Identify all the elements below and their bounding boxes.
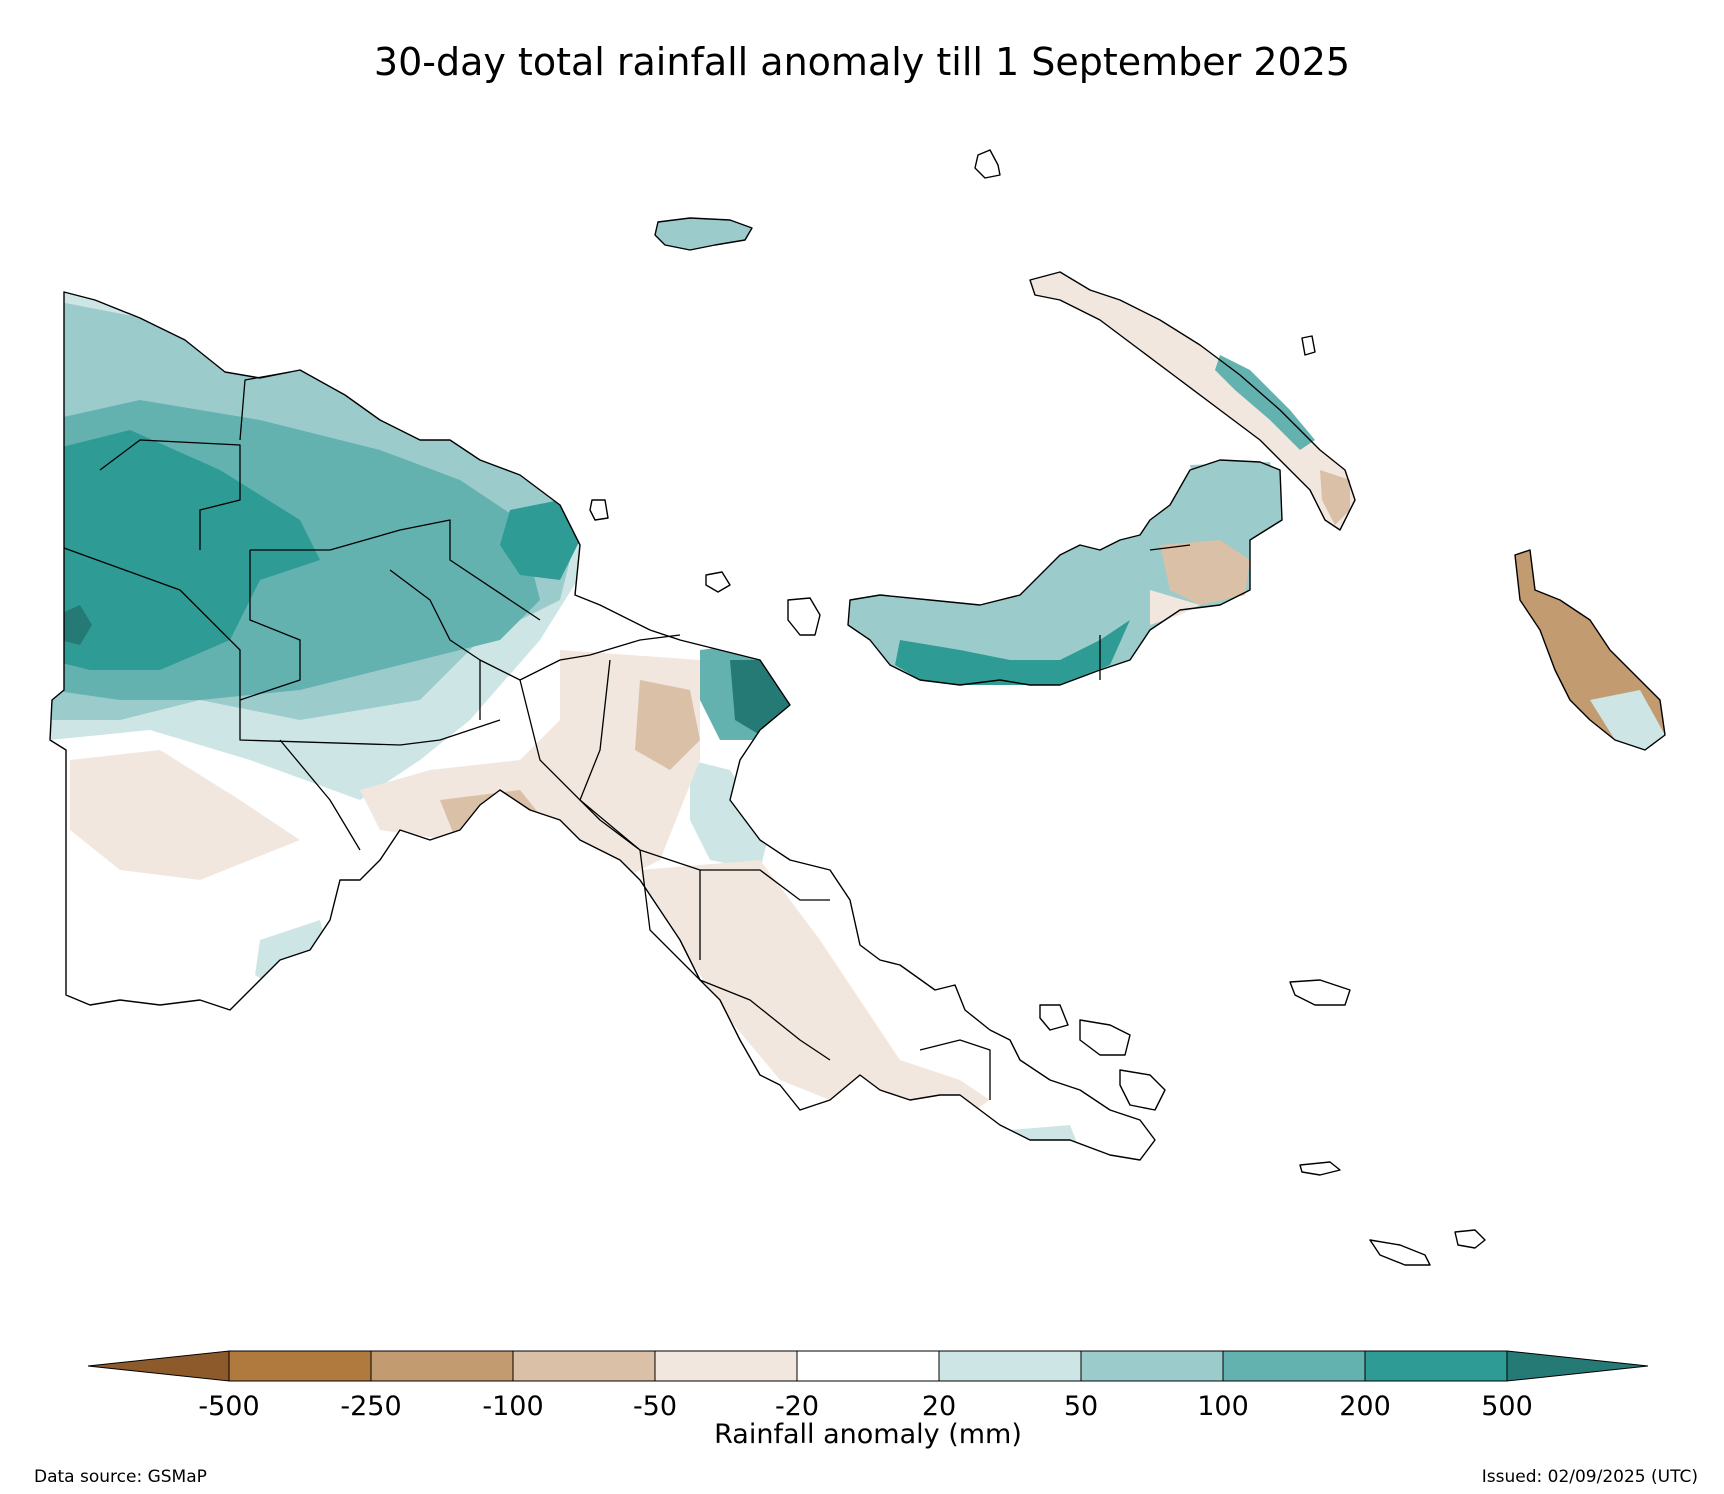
colorbar-high-extension (1506, 1350, 1649, 1382)
anomaly-zone-peninsula-dry (640, 860, 990, 1120)
colorbar-axis-label: Rainfall anomaly (mm) (714, 1419, 1022, 1450)
colorbar: -500 -250 -100 -50 -20 20 50 100 200 500… (87, 1350, 1649, 1450)
colorbar-low-extension (87, 1350, 230, 1382)
mainland-png (49, 291, 1156, 1161)
bougainville-south-light (1590, 690, 1665, 750)
small-islands (589, 149, 1486, 1266)
colorbar-bin (371, 1351, 513, 1381)
manus-coastline (654, 217, 753, 251)
colorbar-bin (1365, 1351, 1507, 1381)
tagula-island (1369, 1239, 1431, 1266)
colorbar-bin (229, 1351, 371, 1381)
colorbar-tick-label: 500 (1481, 1391, 1533, 1422)
new-britain-east-light (1150, 590, 1200, 625)
normanby-island (1119, 1069, 1166, 1111)
island-bougainville (1514, 549, 1666, 751)
mussau-island (974, 149, 1001, 179)
colorbar-tick-label: -20 (775, 1391, 819, 1422)
anomaly-zone-milnebay-wet (1010, 1125, 1080, 1160)
island-manus (654, 217, 753, 251)
map-title: 30-day total rainfall anomaly till 1 Sep… (374, 40, 1350, 84)
new-britain-east-dry (1160, 540, 1250, 605)
province-boundaries (63, 371, 991, 1100)
data-source-note: Data source: GSMaP (34, 1467, 207, 1487)
colorbar-tick-label: 100 (1197, 1391, 1249, 1422)
anomaly-zone-wp-dry (70, 750, 300, 880)
manam-island (589, 499, 609, 521)
new-britain-shape (848, 460, 1282, 685)
anomaly-zone-nw-extreme (58, 605, 92, 645)
anomaly-zone-nw-heavy (50, 430, 320, 670)
manus-shape (655, 218, 752, 250)
colorbar-tick-label: -250 (340, 1391, 401, 1422)
new-britain-south-heavy (895, 620, 1130, 685)
lihir-island (1301, 335, 1316, 356)
new-britain-coastline (847, 459, 1283, 686)
colorbar-outline (228, 1350, 1508, 1382)
anomaly-zone-madang-light (690, 760, 770, 870)
anomaly-zone-highlands-dry (360, 650, 700, 880)
colorbar-bin (797, 1351, 939, 1381)
anomaly-zone-sepik-heavy (500, 500, 580, 580)
colorbar-dividers (370, 1351, 1366, 1381)
umboi-island (705, 571, 731, 593)
goodenough-island (1039, 1004, 1069, 1031)
colorbar-tick-label: -50 (633, 1391, 677, 1422)
colorbar-tick-label: -100 (482, 1391, 543, 1422)
colorbar-tick-label: 200 (1339, 1391, 1391, 1422)
mainland-coastline (49, 291, 1156, 1161)
colorbar-bin (1223, 1351, 1365, 1381)
issued-date-note: Issued: 02/09/2025 (UTC) (1482, 1467, 1698, 1487)
woodlark-island (1289, 979, 1351, 1006)
colorbar-tick-label: -500 (198, 1391, 259, 1422)
new-ireland-shape (1030, 272, 1355, 530)
karkar-island (787, 597, 821, 636)
new-ireland-south-dry (1320, 470, 1350, 525)
new-ireland-wet (1215, 355, 1315, 450)
island-new-ireland (1029, 271, 1356, 531)
colorbar-tick-label: 20 (922, 1391, 956, 1422)
fergusson-island (1079, 1019, 1131, 1056)
colorbar-bin (513, 1351, 655, 1381)
rossel-island (1454, 1229, 1486, 1249)
misima-island (1299, 1161, 1341, 1176)
anomaly-zone-highlands-moderate (635, 680, 700, 770)
gazelle-peninsula-wet (1190, 462, 1280, 520)
bougainville-coastline (1514, 549, 1666, 751)
new-ireland-coastline (1029, 271, 1356, 531)
colorbar-bin (655, 1351, 797, 1381)
colorbar-bin (939, 1351, 1081, 1381)
island-new-britain (847, 459, 1283, 686)
colorbar-bin (1081, 1351, 1223, 1381)
colorbar-tick-label: 50 (1064, 1391, 1098, 1422)
